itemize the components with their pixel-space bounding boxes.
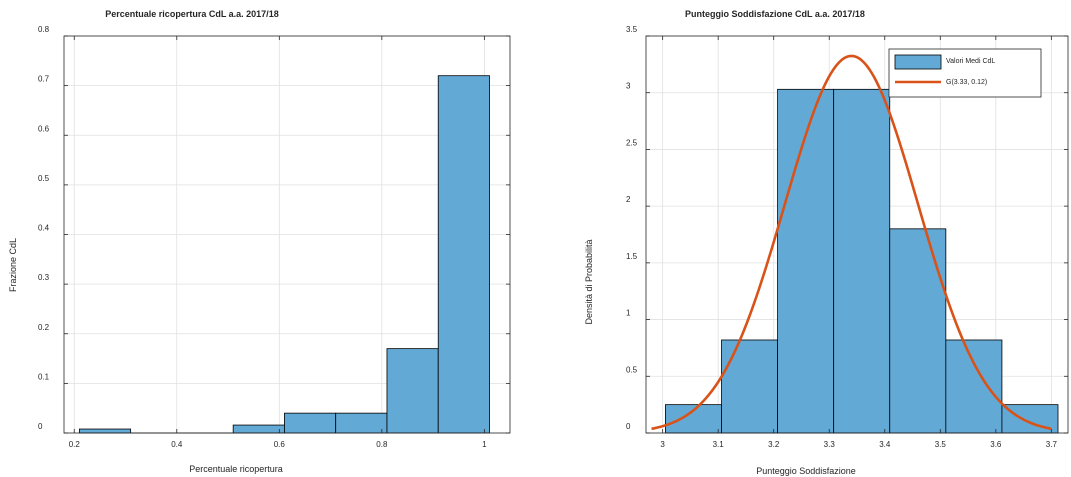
y-tick-label: 0 [626, 422, 631, 431]
x-tick-label: 3.5 [935, 440, 947, 449]
histogram-bar [833, 88, 891, 434]
histogram-bar [889, 228, 947, 434]
ticks: 0.2 0.4 0.6 0.8 1 0 0.1 0.2 0.3 0.4 0.5 0.6 0.7 0.8 [38, 25, 510, 449]
y-tick-label: 0.5 [38, 174, 50, 183]
x-tick-label: 3 [660, 440, 665, 449]
x-tick-label: 3.4 [879, 440, 891, 449]
x-tick-label: 3.6 [990, 440, 1002, 449]
histogram-ricopertura: 0.2 0.4 0.6 0.8 1 0 0.1 0.2 0.3 0.4 0.5 0.6 0.7 0.8 P… [8, 9, 511, 474]
histogram-bar [386, 348, 439, 434]
y-tick-label: 0.6 [38, 124, 50, 133]
x-axis-label: Percentuale ricopertura [189, 464, 283, 474]
histogram-bar [721, 339, 778, 434]
y-tick-label: 0.7 [38, 75, 50, 84]
x-tick-label: 1 [482, 440, 487, 449]
x-tick-label: 0.2 [69, 440, 81, 449]
gaussian-fit-line [651, 54, 1052, 431]
y-tick-label: 2 [626, 195, 631, 204]
y-tick-label: 0.4 [38, 224, 50, 233]
axes-box [645, 35, 1069, 434]
histogram-bar [335, 412, 388, 434]
x-tick-label: 0.8 [376, 440, 388, 449]
histogram-bar [284, 412, 337, 434]
y-tick-label: 3 [626, 82, 631, 91]
histogram-bar [777, 88, 835, 434]
y-tick-label: 0.2 [38, 323, 50, 332]
y-tick-label: 0.8 [38, 25, 50, 34]
x-tick-label: 3.3 [824, 440, 836, 449]
y-tick-label: 0 [38, 422, 43, 431]
x-tick-label: 3.7 [1046, 440, 1058, 449]
y-tick-label: 0.1 [38, 372, 50, 381]
bars [665, 88, 1059, 434]
histogram-bar [945, 339, 1003, 434]
chart-title: Percentuale ricopertura CdL a.a. 2017/18 [105, 9, 278, 19]
x-tick-label: 0.6 [274, 440, 286, 449]
ticks: 3 3.1 3.2 3.3 3.4 3.5 3.6 3.7 0 0.5 1 1.5 2 2.5 3 3.5 [626, 25, 1068, 449]
y-tick-label: 0.5 [626, 365, 638, 374]
legend-label-curve: G(3.33, 0.12) [946, 79, 987, 86]
y-tick-label: 1 [626, 309, 631, 318]
y-tick-label: 2.5 [626, 138, 638, 147]
histogram-soddisfazione: 3 3.1 3.2 3.3 3.4 3.5 3.6 3.7 0 0.5 1 1.5 2 2.5 3 3.5 P… [584, 9, 1069, 476]
legend-swatch-histogram [894, 54, 942, 70]
y-tick-label: 0.3 [38, 273, 50, 282]
histogram-bar [78, 428, 132, 434]
x-tick-label: 3.1 [713, 440, 725, 449]
y-axis-label: Densità di Probabilità [584, 239, 594, 324]
y-axis-label: Frazione CdL [8, 238, 18, 292]
legend-label-histogram: Valori Medi CdL [946, 58, 995, 65]
chart-title: Punteggio Soddisfazione CdL a.a. 2017/18 [685, 9, 865, 19]
x-tick-label: 0.4 [171, 440, 183, 449]
x-axis-label: Punteggio Soddisfazione [756, 466, 856, 476]
bars [78, 75, 490, 434]
histogram-bar [437, 75, 490, 434]
y-tick-label: 3.5 [626, 25, 638, 34]
legend: Valori Medi CdL G(3.33, 0.12) [888, 48, 1042, 98]
histogram-bar [232, 424, 285, 434]
x-tick-label: 3.2 [768, 440, 780, 449]
y-tick-label: 1.5 [626, 252, 638, 261]
